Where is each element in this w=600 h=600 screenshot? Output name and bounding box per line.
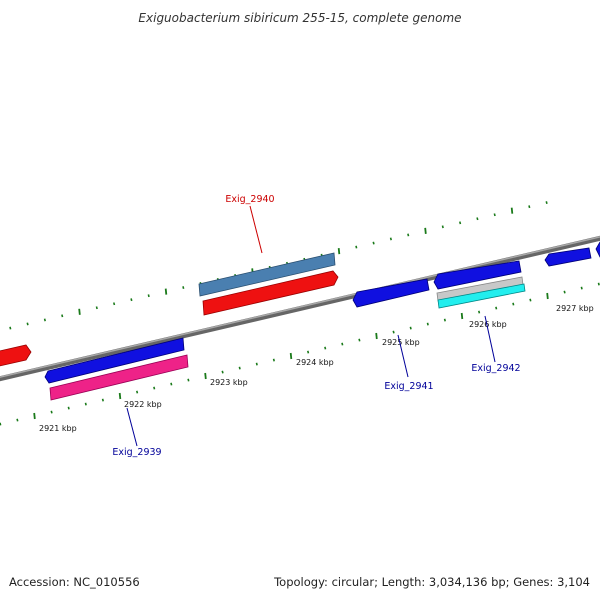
leader-line-2941: [397, 334, 409, 378]
major-tick: [424, 227, 427, 234]
gene-label-2939[interactable]: Exig_2939: [112, 447, 161, 458]
major-tick: [118, 392, 122, 400]
kbp-labels: 2921 kbp 2922 kbp 2923 kbp 2924 kbp 2925…: [39, 304, 594, 433]
gene-labels: Exig_2940 Exig_2939 Exig_2941 Exig_2942: [112, 194, 520, 458]
minor-tick: [409, 326, 412, 330]
kbp-label: 2922 kbp: [124, 400, 162, 409]
minor-tick: [389, 237, 392, 241]
gene-bar-cyan-2942[interactable]: [437, 283, 526, 309]
minor-tick: [580, 286, 583, 290]
minor-tick: [355, 245, 358, 249]
gene-arrow-blue-2941[interactable]: [352, 278, 430, 308]
minor-tick: [170, 382, 173, 386]
minor-tick: [563, 290, 566, 294]
map-title: Exiguobacterium sibiricum 255-15, comple…: [138, 11, 461, 25]
kbp-label: 2927 kbp: [556, 304, 594, 313]
major-tick: [375, 332, 378, 340]
minor-tick: [476, 217, 479, 221]
major-tick: [460, 312, 464, 320]
gene-bar-pink-2939[interactable]: [49, 354, 189, 401]
minor-tick: [147, 294, 150, 298]
minor-tick: [95, 306, 98, 310]
kbp-label: 2923 kbp: [210, 378, 248, 387]
gene-label-2941[interactable]: Exig_2941: [384, 381, 433, 392]
minor-tick: [272, 358, 275, 362]
minor-tick: [101, 398, 104, 402]
gene-label-2940[interactable]: Exig_2940: [225, 194, 274, 205]
kbp-label: 2926 kbp: [469, 320, 507, 329]
minor-tick: [392, 330, 395, 334]
minor-tick: [153, 386, 156, 390]
minor-tick: [341, 342, 344, 346]
minor-tick: [0, 422, 2, 426]
genome-summary-text: Topology: circular; Length: 3,034,136 bp…: [273, 575, 590, 589]
minor-tick: [478, 310, 481, 314]
gene-arrow-red-left[interactable]: [0, 344, 32, 367]
minor-tick: [443, 318, 446, 322]
minor-tick: [426, 322, 429, 326]
major-tick: [337, 248, 341, 255]
minor-tick: [113, 302, 116, 306]
minor-tick: [324, 346, 327, 350]
minor-tick: [441, 225, 444, 229]
gene-arrow-blue-2942-top[interactable]: [433, 260, 522, 290]
major-tick: [204, 372, 207, 380]
minor-tick: [545, 201, 548, 204]
minor-tick: [43, 318, 46, 322]
minor-tick: [512, 302, 515, 306]
gene-arrow-blue-right[interactable]: [544, 247, 592, 267]
kbp-label: 2924 kbp: [296, 358, 334, 367]
genome-backbone-highlight: [0, 236, 600, 378]
minor-tick: [9, 326, 12, 330]
minor-tick: [307, 350, 310, 354]
gene-label-2942[interactable]: Exig_2942: [471, 363, 520, 374]
minor-tick: [495, 306, 498, 310]
gene-bar-steelblue-2940[interactable]: [198, 252, 336, 297]
major-tick: [78, 308, 81, 315]
major-tick: [510, 207, 514, 214]
major-tick: [546, 292, 549, 300]
gene-label-leaders: [126, 205, 496, 447]
kbp-label: 2921 kbp: [39, 424, 77, 433]
minor-tick: [26, 322, 29, 326]
major-tick: [289, 352, 293, 360]
minor-tick: [372, 241, 375, 245]
leader-line-2939: [126, 407, 138, 447]
minor-tick: [187, 378, 190, 382]
minor-tick: [358, 338, 361, 342]
minor-tick: [238, 366, 241, 370]
minor-tick: [597, 282, 600, 286]
minor-tick: [130, 298, 133, 302]
major-tick: [33, 412, 36, 420]
leader-line-2942: [484, 315, 496, 363]
minor-tick: [493, 213, 496, 217]
gene-arrow-blue-2939-top[interactable]: [44, 337, 185, 384]
minor-tick: [528, 205, 531, 209]
inner-tick-row: [0, 282, 600, 426]
gene-arrow-blue-edge[interactable]: [595, 241, 600, 258]
minor-tick: [84, 402, 87, 406]
accession-text: Accession: NC_010556: [9, 575, 140, 589]
minor-tick: [16, 418, 19, 422]
minor-tick: [67, 406, 70, 410]
kbp-label: 2925 kbp: [382, 338, 420, 347]
genome-backbone: [0, 235, 600, 382]
major-tick: [164, 288, 168, 295]
minor-tick: [255, 362, 258, 366]
minor-tick: [61, 314, 64, 318]
leader-line-2940: [249, 205, 263, 254]
gene-features: [0, 241, 600, 401]
minor-tick: [221, 370, 224, 374]
gene-arrow-red-2940[interactable]: [202, 270, 339, 316]
minor-tick: [459, 221, 462, 225]
minor-tick: [529, 298, 532, 302]
minor-tick: [136, 390, 139, 394]
minor-tick: [50, 410, 53, 414]
minor-tick: [182, 286, 185, 289]
minor-tick: [407, 233, 410, 237]
outer-tick-row: [9, 201, 548, 330]
